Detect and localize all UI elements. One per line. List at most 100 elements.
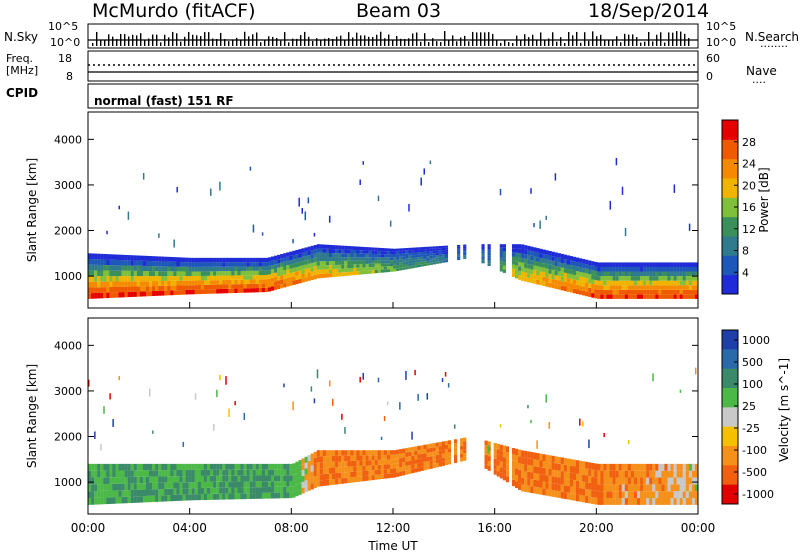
velocity-cell <box>685 498 689 505</box>
power-cell <box>179 257 183 263</box>
velocity-cell <box>332 473 336 480</box>
velocity-cell <box>527 451 531 459</box>
power-cell <box>246 275 250 280</box>
power-cell <box>667 266 671 272</box>
power-cell <box>179 280 183 286</box>
velocity-cell <box>133 463 137 471</box>
power-cell <box>158 276 162 282</box>
power-cell <box>295 254 299 259</box>
power-cell <box>389 254 394 258</box>
power-cell <box>435 259 439 262</box>
velocity-cell <box>161 476 165 483</box>
velocity-cell <box>322 474 327 480</box>
power-cell <box>658 285 662 290</box>
power-cell <box>542 263 546 268</box>
power-cell <box>377 254 381 258</box>
velocity-colorbar-frame <box>721 329 739 505</box>
power-cell <box>536 266 540 271</box>
power-cell <box>289 268 293 273</box>
velocity-cell <box>511 473 516 480</box>
velocity-cell <box>551 483 555 491</box>
power-cell <box>417 252 421 255</box>
power-cell <box>225 271 229 276</box>
power-cell <box>118 270 122 277</box>
power-cell <box>222 288 226 294</box>
velocity-cell <box>179 463 183 471</box>
velocity-cell <box>283 481 287 487</box>
power-cell <box>612 262 616 267</box>
velocity-cell <box>417 445 421 451</box>
power-cell <box>423 256 427 259</box>
power-cell <box>417 264 421 268</box>
power-cell <box>521 253 525 259</box>
power-cell <box>246 257 250 263</box>
velocity-cell <box>130 463 134 471</box>
power-cell <box>100 287 104 293</box>
velocity-cell <box>197 488 201 495</box>
velocity-cell <box>350 455 354 462</box>
power-cell <box>487 249 491 253</box>
nsky-bar <box>340 35 342 46</box>
power-cell <box>206 262 211 267</box>
velocity-cell <box>420 462 424 467</box>
power-cell <box>621 280 625 286</box>
power-cell <box>521 244 525 249</box>
velocity-cell <box>389 473 394 478</box>
power-cell <box>487 244 491 247</box>
power-cell <box>139 270 144 277</box>
power-cell <box>341 272 345 277</box>
velocity-cell <box>133 489 137 497</box>
velocity-cell <box>344 450 348 456</box>
velocity-cell <box>518 483 522 490</box>
velocity-cell <box>560 477 564 485</box>
velocity-cell <box>252 493 256 499</box>
power-cell <box>249 266 253 271</box>
velocity-cell <box>673 463 677 471</box>
power-cell <box>389 265 394 269</box>
power-cell <box>524 258 528 264</box>
power-cell <box>560 267 564 273</box>
velocity-cell <box>374 450 378 456</box>
power-cell <box>109 270 113 277</box>
velocity-cell <box>505 464 510 471</box>
power-cell <box>298 266 302 271</box>
velocity-cell <box>402 461 406 467</box>
velocity-cell <box>493 453 497 459</box>
nsky-bar <box>284 32 286 46</box>
power-cell <box>557 275 561 281</box>
velocity-cell <box>524 450 528 458</box>
velocity-cell <box>127 470 131 477</box>
velocity-cell <box>368 450 372 456</box>
velocity-cell <box>673 477 677 485</box>
velocity-cell <box>435 459 439 464</box>
nsky-bar <box>380 31 382 46</box>
velocity-cell <box>328 461 333 468</box>
velocity-cell <box>417 467 421 472</box>
velocity-cell <box>325 456 330 462</box>
velocity-cell <box>243 481 247 488</box>
velocity-cell <box>542 454 546 462</box>
power-cell <box>688 271 693 277</box>
power-cell <box>271 286 275 291</box>
power-cell <box>261 283 266 288</box>
power-cell <box>399 251 403 254</box>
velocity-cell <box>627 439 630 445</box>
power-cell <box>594 284 598 290</box>
velocity-cell <box>652 470 656 478</box>
power-cell <box>240 266 244 271</box>
velocity-cell <box>149 388 151 397</box>
velocity-cell <box>301 481 305 488</box>
velocity-cell <box>264 463 269 470</box>
velocity-cell <box>243 412 246 420</box>
velocity-cell <box>255 475 259 482</box>
power-cell <box>441 245 445 248</box>
power-cell <box>225 284 229 289</box>
power-cell <box>255 266 259 271</box>
velocity-cell <box>155 482 159 490</box>
velocity-cell <box>667 470 671 478</box>
power-cell <box>280 275 284 280</box>
velocity-cell <box>643 484 647 492</box>
velocity-cell <box>685 491 689 499</box>
power-cell <box>91 287 95 294</box>
velocity-cell <box>380 464 384 470</box>
